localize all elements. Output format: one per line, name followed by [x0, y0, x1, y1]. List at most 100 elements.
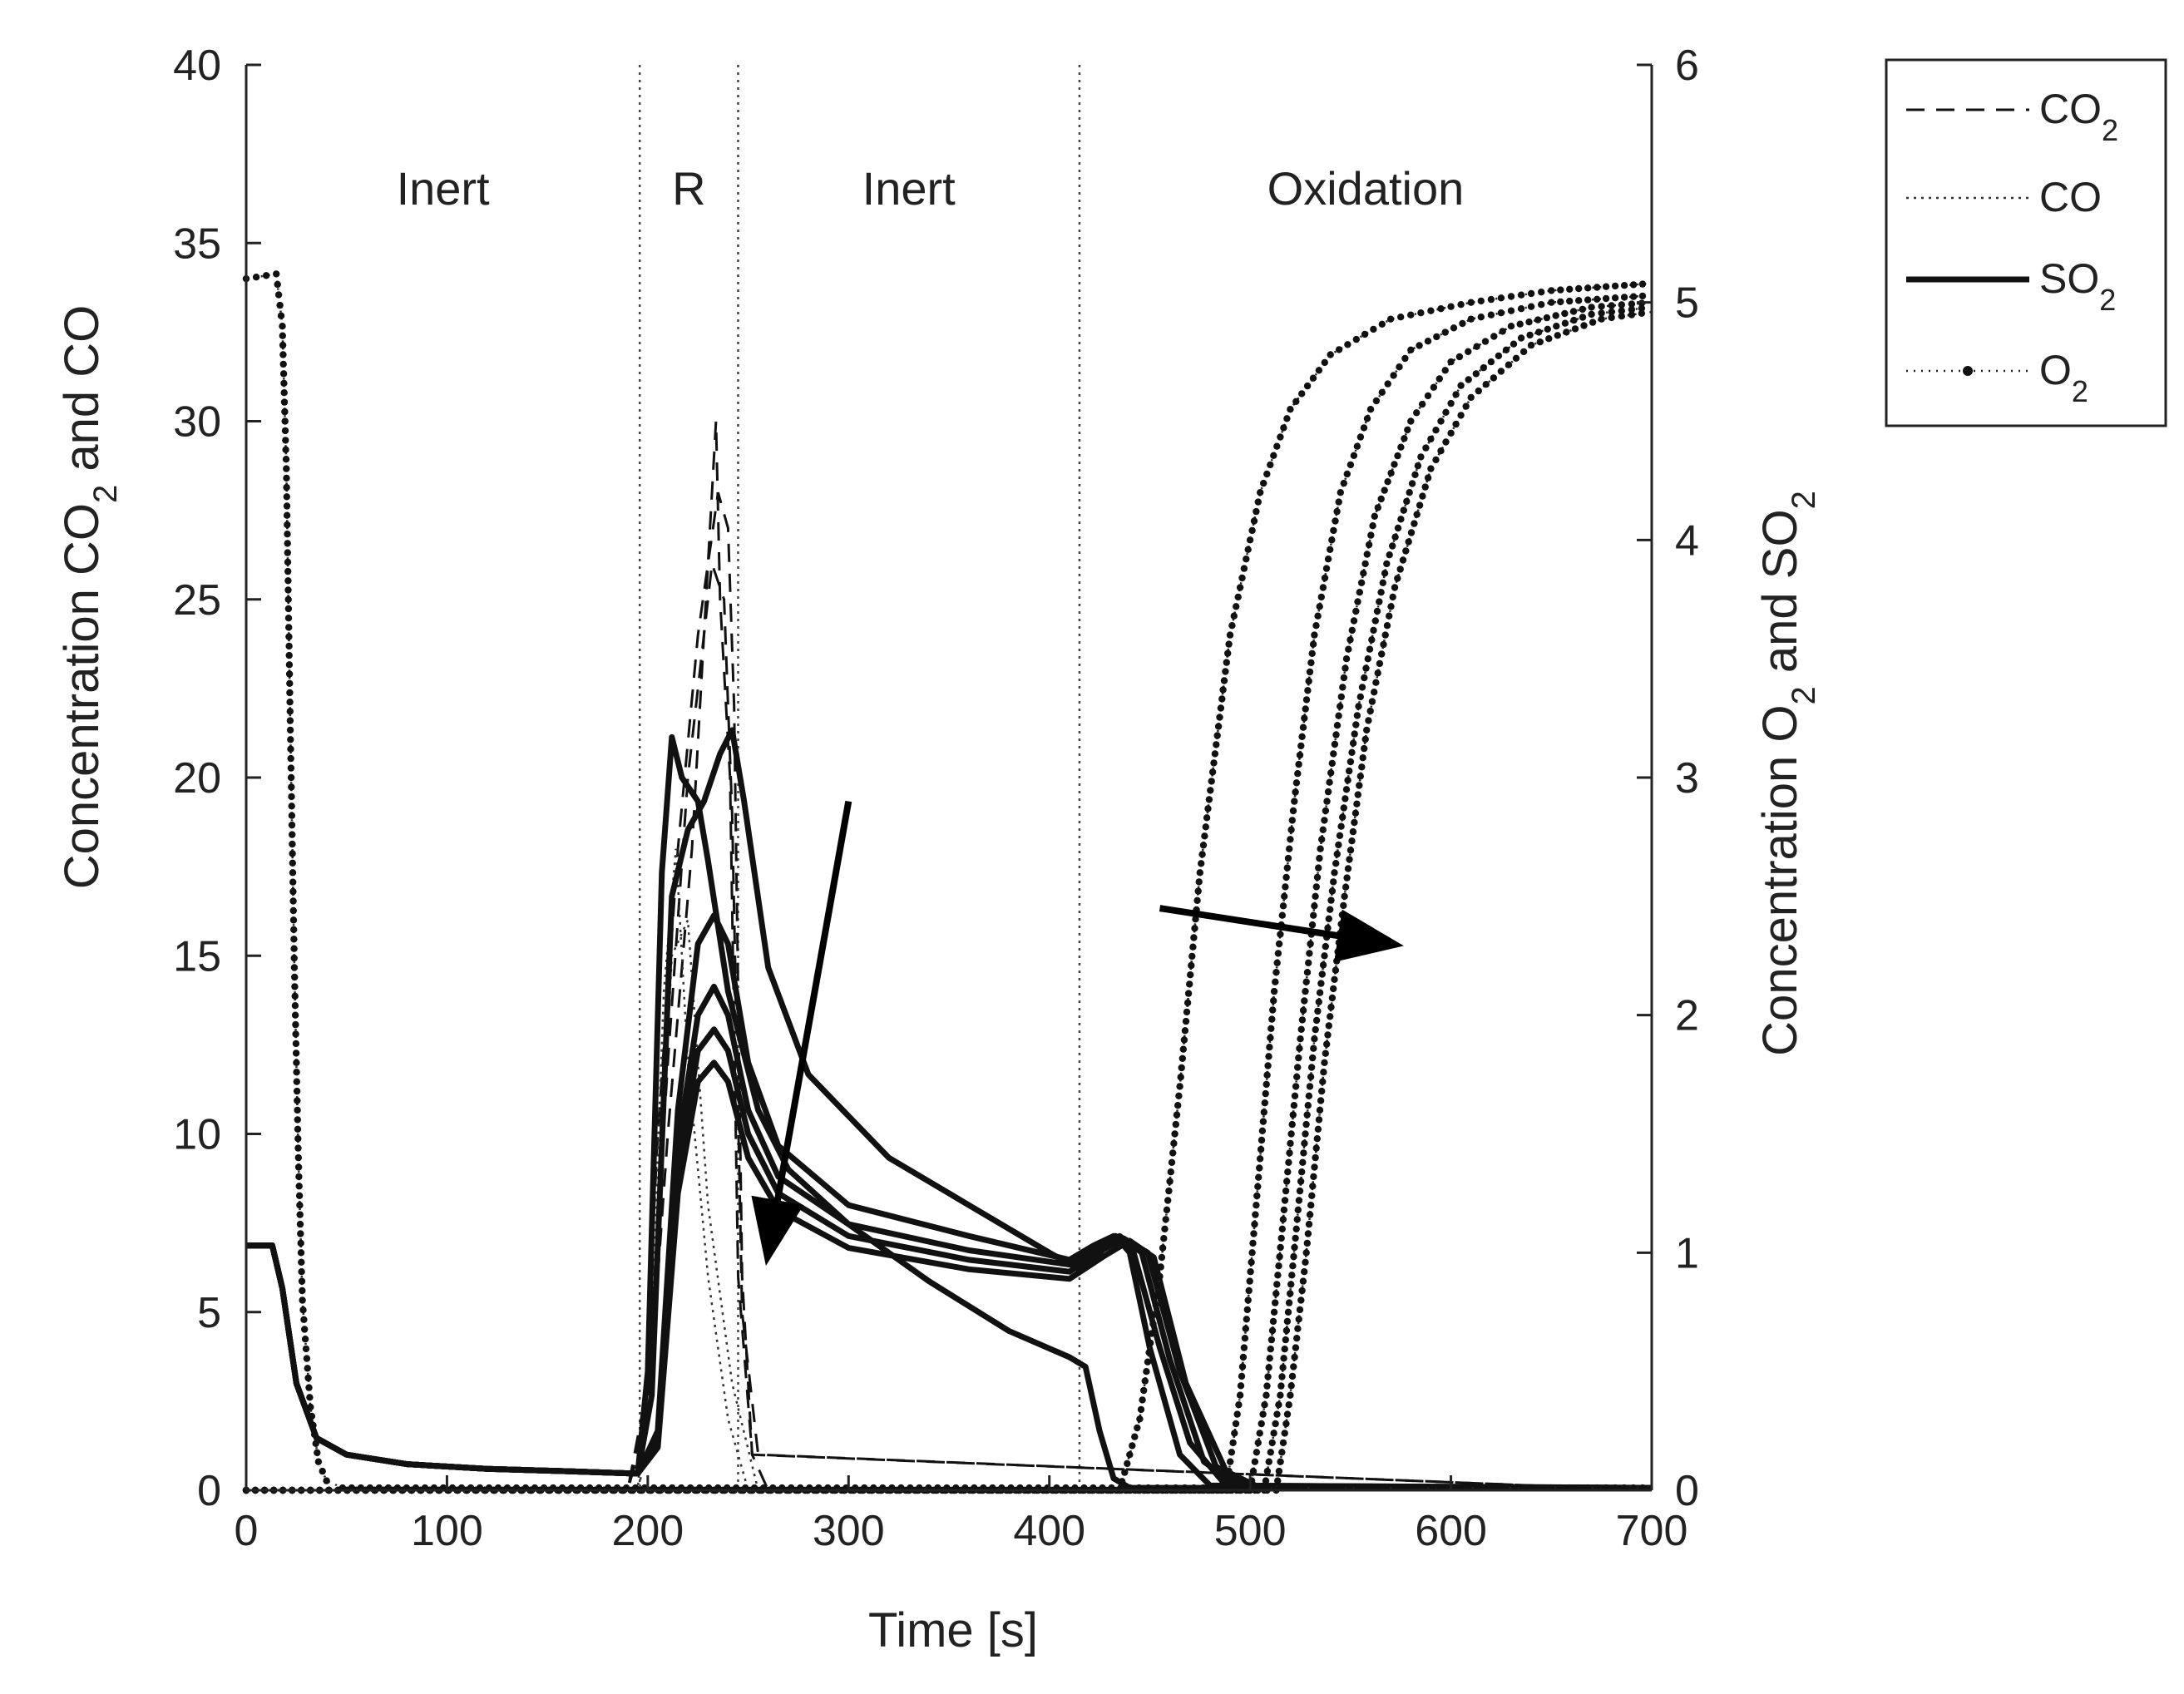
o2-marker — [1499, 328, 1506, 335]
o2-marker — [1228, 622, 1236, 630]
o2-marker — [274, 280, 281, 289]
o2-marker — [274, 291, 283, 299]
o2-marker — [289, 897, 297, 905]
o2-marker — [1198, 851, 1206, 858]
o2-marker — [289, 916, 298, 924]
o2-marker — [303, 1355, 311, 1362]
o2-marker — [1254, 1183, 1262, 1191]
o2-marker — [1408, 480, 1416, 487]
o2-marker — [1507, 307, 1515, 314]
o2-marker — [1258, 1420, 1265, 1428]
o2-marker — [1447, 303, 1455, 310]
y-left-tick-label: 15 — [173, 932, 221, 980]
o2-marker — [1316, 854, 1323, 862]
o2-marker — [1264, 1062, 1272, 1069]
o2-marker — [1289, 807, 1297, 815]
o2-marker — [1299, 1158, 1307, 1167]
axes: 0 100 200 300 400 500 600 700051015202530354001… — [173, 42, 1699, 1555]
o2-marker — [1342, 795, 1349, 803]
o2-marker — [294, 1163, 303, 1171]
o2-marker — [1327, 896, 1335, 904]
y-right-label-sub: 2 — [1786, 686, 1822, 704]
o2-marker — [1352, 607, 1360, 615]
o2-marker — [1343, 874, 1351, 882]
o2-marker — [1260, 1109, 1268, 1116]
o2-marker — [276, 301, 284, 309]
o2-marker — [1304, 1102, 1312, 1109]
o2-marker — [1561, 309, 1569, 318]
o2-marker — [1394, 575, 1401, 582]
o2-marker — [1352, 721, 1360, 728]
o2-marker — [1579, 314, 1587, 321]
o2-marker — [1450, 324, 1458, 332]
o2-marker — [1201, 832, 1208, 840]
o2-marker — [1433, 333, 1440, 341]
o2-marker — [1536, 338, 1544, 346]
o2-marker — [1291, 1243, 1298, 1252]
o2-marker — [1191, 925, 1198, 932]
o2-marker — [1335, 939, 1343, 946]
phase-label: Oxidation — [1267, 162, 1465, 215]
o2-marker — [1452, 391, 1460, 398]
o2-marker — [1298, 390, 1306, 398]
o2-marker — [1407, 529, 1416, 536]
o2-marker — [1320, 1069, 1327, 1076]
o2-marker — [300, 1316, 308, 1324]
o2-marker — [1243, 1316, 1251, 1323]
o2-marker — [284, 558, 292, 566]
o2-marker — [1369, 522, 1376, 530]
o2-marker — [1292, 1083, 1300, 1090]
o2-marker — [1459, 319, 1466, 328]
o2-marker — [1161, 1225, 1169, 1233]
o2-marker — [1164, 1197, 1172, 1204]
o2-marker — [1203, 814, 1211, 822]
o2-marker — [1280, 424, 1287, 432]
o2-marker — [1332, 966, 1340, 974]
o2-marker — [1397, 314, 1405, 321]
o2-marker — [1317, 980, 1325, 987]
o2-marker — [1304, 687, 1312, 694]
o2-marker — [1301, 997, 1308, 1005]
o2-marker — [280, 379, 288, 387]
legend-box — [1885, 58, 2167, 427]
o2-marker — [1204, 805, 1212, 812]
o2-marker — [1286, 1149, 1293, 1157]
o2-marker — [1381, 486, 1388, 494]
o2-marker — [1580, 322, 1588, 329]
y-left-tick-label: 40 — [173, 42, 221, 90]
o2-marker — [1139, 1396, 1146, 1404]
o2-marker — [1389, 542, 1396, 550]
o2-marker — [1311, 1163, 1318, 1171]
x-tick-label: 100 — [411, 1507, 483, 1555]
o2-marker — [1424, 474, 1432, 482]
o2-marker — [1328, 887, 1337, 895]
o2-marker — [1340, 479, 1348, 487]
o2-marker — [1319, 584, 1327, 591]
o2-marker — [1270, 452, 1277, 459]
o2-marker — [1363, 415, 1371, 422]
o2-marker — [1589, 319, 1597, 326]
o2-marker — [1437, 447, 1445, 455]
o2-marker — [1611, 294, 1619, 302]
o2-marker — [294, 1125, 302, 1133]
o2-marker — [282, 456, 290, 463]
o2-marker — [1315, 864, 1322, 872]
o2-marker — [281, 427, 289, 435]
o2-marker — [1618, 313, 1626, 320]
o2-marker — [1324, 1031, 1332, 1039]
o2-marker — [1282, 1326, 1291, 1335]
legend-label: SO2 — [2039, 255, 2116, 317]
o2-marker — [1228, 1449, 1236, 1456]
o2-marker — [290, 954, 298, 962]
o2-marker — [1378, 650, 1386, 658]
o2-marker — [1312, 1153, 1319, 1162]
o2-marker — [1331, 740, 1339, 748]
o2-marker — [1517, 291, 1525, 299]
o2-marker — [1259, 1410, 1267, 1418]
o2-marker — [1188, 952, 1196, 961]
o2-marker — [294, 1135, 302, 1143]
o2-marker — [1340, 901, 1347, 910]
o2-marker — [1243, 1306, 1252, 1314]
o2-marker — [1548, 287, 1555, 294]
o2-marker — [1277, 931, 1284, 938]
